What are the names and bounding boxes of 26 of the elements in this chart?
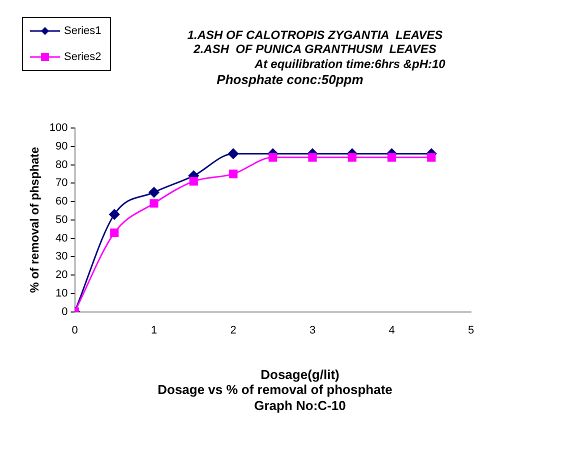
y-tick-label: 10 bbox=[56, 287, 68, 300]
y-axis-title: % of removal of phsphate bbox=[28, 146, 42, 293]
x-tick-label: 0 bbox=[72, 324, 78, 336]
y-tick-label: 0 bbox=[62, 306, 68, 318]
y-tick-label: 40 bbox=[56, 232, 68, 244]
chart-subtitle: At equilibration time:6hrs &pH:10 bbox=[254, 57, 446, 71]
y-tick-label: 80 bbox=[56, 158, 68, 171]
legend-label: Series2 bbox=[64, 51, 102, 64]
legend-label: Series1 bbox=[64, 25, 102, 38]
x-tick-label: 4 bbox=[388, 324, 395, 336]
x-tick-label: 3 bbox=[309, 324, 316, 336]
y-tick-label: 100 bbox=[49, 122, 68, 134]
y-tick-label: 90 bbox=[56, 140, 68, 152]
text: Dosage vs % of removal of phosphate bbox=[156, 382, 394, 397]
y-tick-label: 30 bbox=[56, 250, 68, 263]
y-tick-label: 20 bbox=[56, 269, 68, 282]
x-tick-label: 2 bbox=[230, 324, 236, 336]
y-tick-label: 70 bbox=[56, 177, 68, 190]
x-tick-label: 5 bbox=[468, 324, 474, 336]
text: Graph No:C-10 bbox=[253, 398, 347, 413]
chart-title: 1.ASH OF CALOTROPIS ZYGANTIA LEAVES 2.ASH OF PUNICA GRANTHUSM LEAVES bbox=[186, 28, 444, 56]
text: Phosphate conc:50ppm bbox=[216, 72, 364, 87]
y-tick-label: 50 bbox=[56, 214, 68, 226]
x-axis-title: Dosage(g/lit) bbox=[260, 367, 340, 382]
x-tick-label: 1 bbox=[150, 324, 158, 336]
y-tick-label: 60 bbox=[56, 196, 68, 208]
